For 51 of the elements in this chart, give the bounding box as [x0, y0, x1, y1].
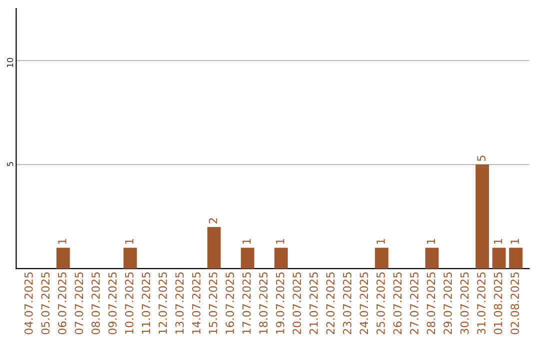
x-tick-label: 30.07.2025 — [460, 272, 469, 334]
x-tick-label: 26.07.2025 — [393, 272, 402, 334]
x-tick-label: 08.07.2025 — [91, 272, 100, 334]
data-label: 2 — [208, 218, 218, 224]
data-label: 5 — [477, 156, 486, 161]
x-tick-label: 29.07.2025 — [444, 272, 452, 334]
bar — [509, 248, 522, 269]
bar — [207, 226, 221, 269]
x-tick-label: 06.07.2025 — [58, 272, 66, 334]
bar — [425, 248, 439, 269]
x-tick-label: 14.07.2025 — [192, 272, 200, 334]
x-tick-label: 10.07.2025 — [125, 272, 134, 334]
x-tick-label: 07.07.2025 — [74, 272, 84, 334]
data-label: 1 — [494, 238, 502, 244]
bar — [240, 248, 254, 269]
x-tick-label: 13.07.2025 — [175, 272, 184, 334]
x-tick-label: 15.07.2025 — [208, 272, 218, 334]
bar — [374, 248, 388, 269]
x-tick-label: 22.07.2025 — [326, 272, 335, 334]
data-label: 1 — [242, 238, 251, 244]
x-tick-label: 21.07.2025 — [309, 272, 318, 334]
x-tick-label: 05.07.2025 — [41, 272, 50, 334]
data-label: 1 — [276, 238, 284, 244]
x-tick-label: 25.07.2025 — [376, 272, 385, 334]
data-label: 1 — [125, 238, 134, 244]
x-tick-label: 17.07.2025 — [242, 272, 251, 334]
y-tick-label: 10 — [6, 58, 14, 68]
x-tick-label: 31.07.2025 — [477, 272, 486, 334]
x-tick-label: 09.07.2025 — [108, 272, 117, 334]
bar — [492, 248, 506, 269]
data-label: 1 — [376, 238, 385, 244]
x-tick-label: 24.07.2025 — [360, 272, 368, 334]
data-label: 1 — [510, 238, 519, 244]
x-tick-label: 23.07.2025 — [342, 272, 352, 334]
data-label: 1 — [426, 238, 436, 244]
x-tick-label: 16.07.2025 — [226, 272, 234, 334]
x-tick-label: 01.08.2025 — [494, 272, 502, 334]
x-tick-label: 20.07.2025 — [292, 272, 302, 334]
x-tick-label: 11.07.2025 — [142, 272, 150, 334]
x-tick-label: 02.08.2025 — [510, 272, 520, 334]
data-label: 1 — [58, 238, 66, 244]
bar — [476, 164, 489, 269]
x-tick-label: 18.07.2025 — [259, 272, 268, 334]
x-tick-label: 04.07.2025 — [24, 272, 33, 334]
x-tick-label: 27.07.2025 — [410, 272, 418, 334]
x-tick-label: 12.07.2025 — [158, 272, 167, 334]
bar — [123, 248, 137, 269]
bar — [274, 248, 288, 269]
bar — [56, 248, 70, 269]
x-tick-label: 19.07.2025 — [276, 272, 284, 334]
x-tick-label: 28.07.2025 — [426, 272, 436, 334]
